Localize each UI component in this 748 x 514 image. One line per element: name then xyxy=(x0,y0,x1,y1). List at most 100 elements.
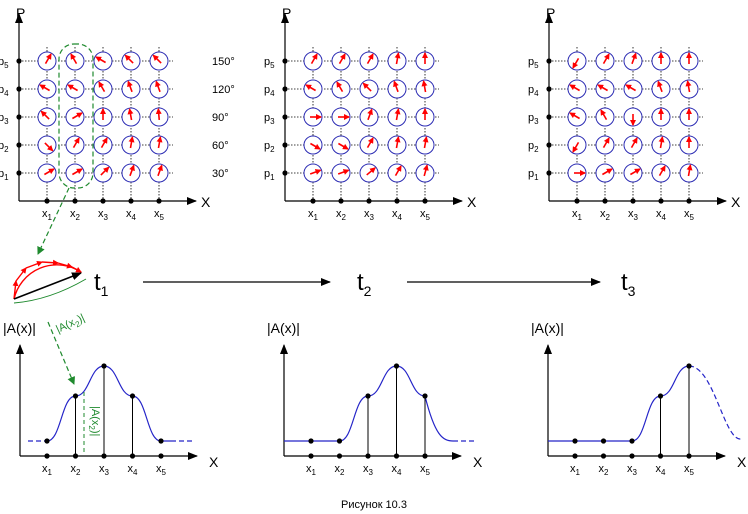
p-tick xyxy=(282,58,288,64)
x-label: x1 xyxy=(42,208,53,222)
phasor-cell xyxy=(679,135,699,155)
phasor-cell xyxy=(651,51,671,71)
phasor-cell xyxy=(567,51,587,71)
x-label: x5 xyxy=(420,208,431,222)
phasor-cell xyxy=(65,163,85,183)
x-tick xyxy=(158,453,164,459)
x-axis-name: X xyxy=(731,194,741,210)
x-tick xyxy=(572,453,578,459)
x-tick xyxy=(686,453,692,459)
phasor-arrow xyxy=(600,109,608,120)
x-label: x2 xyxy=(70,208,81,222)
x-tick xyxy=(44,198,50,204)
phasor-arrow xyxy=(72,137,80,148)
t2-grid: P Xp5 p4 p3 p2 p1 x1 x2 x3 x4 x5 xyxy=(264,5,477,222)
p-label: p2 xyxy=(528,140,539,154)
phasor-cell xyxy=(595,135,615,155)
phasor-cell xyxy=(93,79,113,99)
phasor-arrow xyxy=(631,52,637,65)
phasor-cell xyxy=(387,79,407,99)
phasor-arrow xyxy=(657,80,663,93)
x-tick xyxy=(129,453,136,459)
x-axis-name: X xyxy=(467,194,477,210)
x-tick xyxy=(72,198,78,204)
phasor-cell xyxy=(595,107,615,127)
phasor-arrow xyxy=(366,137,374,148)
x-label: x3 xyxy=(98,208,109,222)
x-label: x2 xyxy=(71,463,82,477)
phasor-arrow xyxy=(422,164,429,177)
x-tick xyxy=(630,198,636,204)
p-tick xyxy=(16,114,22,120)
phasor-arrow xyxy=(394,136,401,149)
phasor-arrow xyxy=(44,168,55,176)
phasor-arrow xyxy=(155,108,162,121)
phasor-cell xyxy=(303,135,323,155)
x-tick xyxy=(101,453,107,459)
phasor-chain-arrow xyxy=(15,267,27,282)
x-label: x1 xyxy=(306,463,317,477)
amplitude-sample-point xyxy=(657,393,664,399)
x-tick xyxy=(156,198,162,204)
phasor-cell xyxy=(303,79,323,99)
phasor-arrow xyxy=(70,53,78,64)
phasor-cell xyxy=(623,135,643,155)
p-tick xyxy=(16,86,22,92)
green-callout: |A(x2)| xyxy=(37,43,101,455)
p-label: p3 xyxy=(264,112,275,126)
phasor-arrow xyxy=(630,168,641,176)
p-label: p3 xyxy=(528,112,539,126)
figure-caption: Рисунок 10.3 xyxy=(341,499,407,511)
phasor-cell xyxy=(415,51,435,71)
phasor-cell xyxy=(149,163,169,183)
x-label: x4 xyxy=(656,463,667,477)
p-label: p5 xyxy=(528,56,539,70)
phasor-cell xyxy=(121,79,141,99)
phasor-arrow xyxy=(98,81,106,92)
p-label: p1 xyxy=(0,168,9,182)
x-label: x3 xyxy=(99,463,110,477)
amplitude-axis-name: |A(x)| xyxy=(267,320,300,336)
x-tick xyxy=(422,198,428,204)
x-label: x5 xyxy=(684,463,695,477)
phasor-cell xyxy=(567,163,587,183)
amplitude-sample-point xyxy=(422,393,428,399)
phasor-cell xyxy=(595,51,615,71)
phasor-cell xyxy=(149,51,169,71)
phasor-cell xyxy=(37,163,57,183)
phasor-chain-arrow xyxy=(57,262,73,269)
phasor-cell xyxy=(331,79,351,99)
phase-label-90: 90° xyxy=(212,112,229,124)
x-label: x2 xyxy=(599,463,610,477)
amplitude-sample-point xyxy=(686,363,692,369)
phasor-cell xyxy=(121,163,141,183)
phasor-arrow xyxy=(40,110,50,120)
p-label: p1 xyxy=(528,168,539,182)
phasor-arrow xyxy=(44,53,52,64)
phasor-arrow xyxy=(309,169,322,175)
phasor-arrow xyxy=(128,136,135,149)
amp-t3: |A(x)| Xx1 x2 x3 x4 x5 xyxy=(531,320,747,477)
phasor-cell xyxy=(149,135,169,155)
phase-label-30: 30° xyxy=(212,168,229,180)
amplitude-sample-point xyxy=(629,438,635,444)
phasor-arrow xyxy=(155,80,161,93)
phasor-arrow xyxy=(422,136,429,149)
x-tick xyxy=(658,198,664,204)
phasor-cell xyxy=(331,107,351,127)
x-tick xyxy=(310,198,316,204)
time-label-t2: t2 xyxy=(357,269,372,299)
x-tick xyxy=(600,453,607,459)
phasor-cell xyxy=(359,79,379,99)
x-label: x5 xyxy=(156,463,167,477)
phasor-arrow xyxy=(394,165,402,176)
phasor-cell xyxy=(679,79,699,99)
phasor-arrow xyxy=(95,56,106,64)
phasor-arrow xyxy=(39,84,50,92)
phasor-arrow xyxy=(625,84,636,92)
amplitude-sample-point xyxy=(365,393,371,399)
amp-t2: |A(x)| Xx1 x2 x3 x4 x5 xyxy=(267,320,483,477)
p-axis-name: P xyxy=(282,5,291,21)
phasor-arrow xyxy=(127,80,133,93)
p-tick xyxy=(546,142,552,148)
